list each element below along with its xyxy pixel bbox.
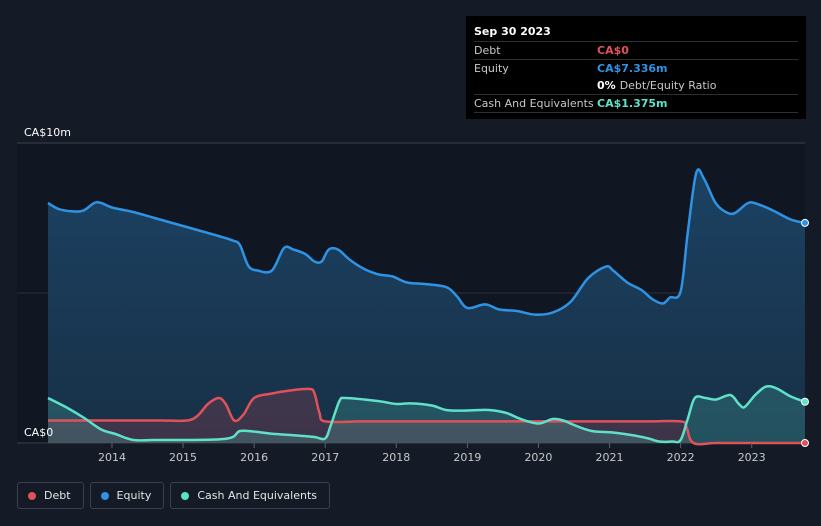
debt-area (48, 388, 805, 445)
equity-dot-icon (100, 491, 109, 500)
x-tick-label: 2017 (311, 451, 339, 464)
tooltip-ratio-value: 0% (597, 79, 616, 92)
debt-series-line (47, 387, 805, 446)
tooltip-ratio-spacer (474, 77, 597, 94)
tooltip-equity-value: CA$7.336m (597, 62, 668, 75)
x-tick-label: 2022 (667, 451, 695, 464)
y-axis-bottom-label: CA$0 (24, 426, 54, 439)
tooltip-date: Sep 30 2023 (474, 25, 551, 38)
legend-cash-label: Cash And Equivalents (197, 489, 317, 502)
tooltip-row-cash: Cash And Equivalents CA$1.375m (474, 94, 798, 113)
x-tick-label: 2020 (524, 451, 552, 464)
legend-item-cash[interactable]: Cash And Equivalents (170, 482, 330, 509)
debt-dot-icon (28, 491, 36, 500)
x-tick-label: 2019 (453, 451, 481, 464)
cash-series-line (47, 384, 806, 444)
x-tick-label: 2018 (382, 451, 410, 464)
cash-end-point[interactable] (801, 397, 809, 406)
y-axis-top-label: CA$10m (24, 126, 71, 139)
x-tick-label: 2015 (169, 451, 197, 464)
legend-debt-label: Debt (44, 489, 71, 502)
cash-area (48, 386, 805, 443)
x-tick-label: 2016 (240, 451, 268, 464)
x-tick-label: 2021 (596, 451, 624, 464)
x-tick-label: 2023 (738, 451, 766, 464)
tooltip-cash-value: CA$1.375m (597, 97, 668, 110)
equity-end-point[interactable] (801, 218, 809, 227)
legend-equity-label: Equity (116, 489, 152, 502)
tooltip-row-ratio: 0% Debt/Equity Ratio (474, 77, 798, 94)
legend-item-debt[interactable]: Debt (17, 482, 84, 509)
tooltip-panel: Sep 30 2023 Debt CA$0 Equity CA$7.336m 0… (466, 16, 806, 119)
cash-dot-icon (181, 491, 190, 500)
equity-series-line (47, 168, 806, 316)
tooltip-debt-label: Debt (474, 44, 501, 57)
equity-area (48, 169, 805, 443)
tooltip-row-equity: Equity CA$7.336m (474, 59, 798, 77)
legend-item-equity[interactable]: Equity (89, 482, 165, 509)
tooltip-debt-value: CA$0 (597, 44, 629, 57)
debt-end-point[interactable] (801, 439, 809, 447)
tooltip-ratio-label: Debt/Equity Ratio (619, 79, 717, 92)
tooltip-equity-label: Equity (474, 62, 509, 75)
tooltip-cash-label: Cash And Equivalents (474, 97, 594, 110)
tooltip-row-debt: Debt CA$0 (474, 41, 798, 59)
legend: Debt Equity Cash And Equivalents (17, 482, 330, 509)
x-tick-label: 2014 (98, 451, 126, 464)
